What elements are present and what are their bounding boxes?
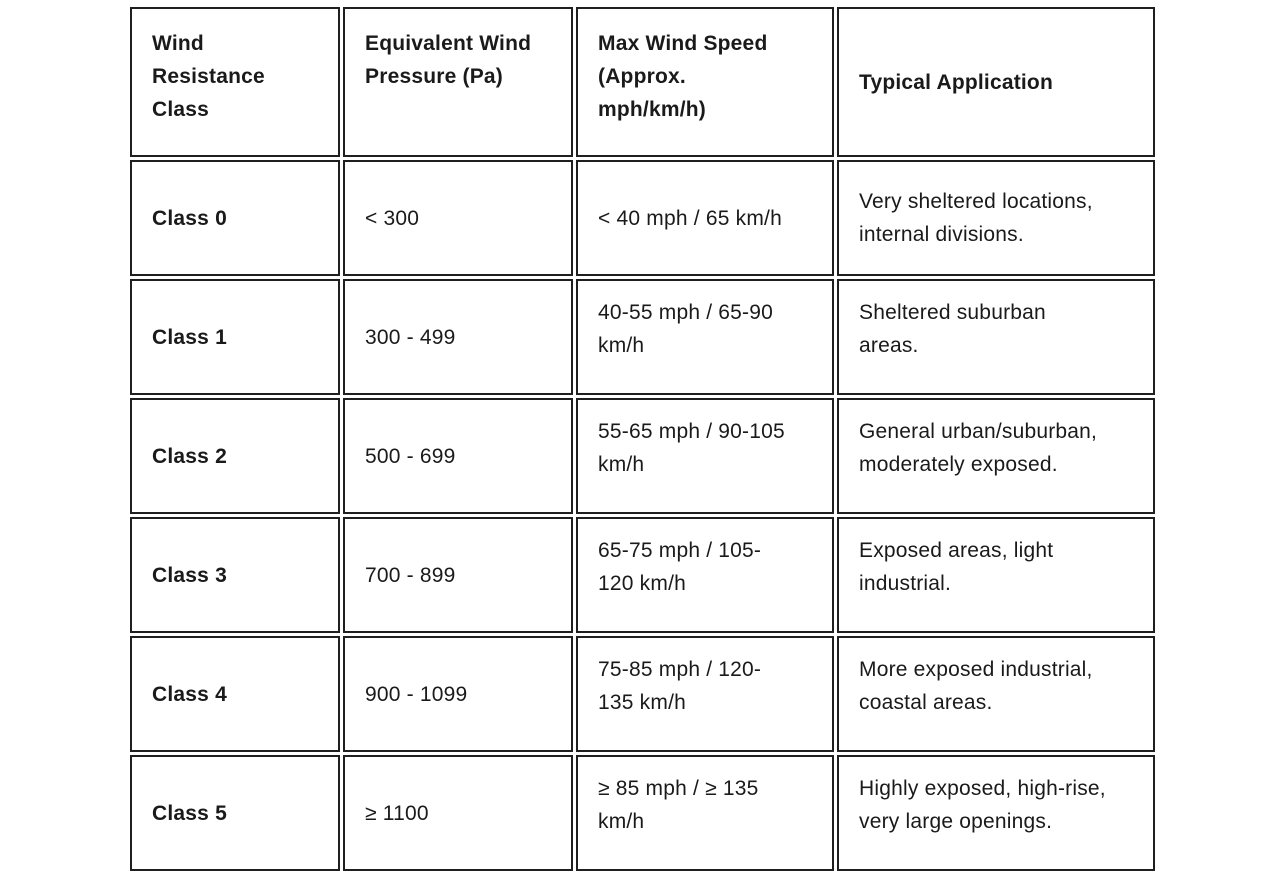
class-cell: Class 2 xyxy=(130,398,340,514)
class-cell: Class 5 xyxy=(130,755,340,871)
application-cell: Sheltered suburban areas. xyxy=(837,279,1155,395)
table-header-row: Wind Resistance Class Equivalent Wind Pr… xyxy=(130,7,1155,157)
pressure-cell: 700 - 899 xyxy=(343,517,573,633)
table-row: Class 0 < 300 < 40 mph / 65 km/h Very sh… xyxy=(130,160,1155,276)
wind-speed-cell: 40-55 mph / 65-90 km/h xyxy=(576,279,834,395)
class-cell: Class 1 xyxy=(130,279,340,395)
table-row: Class 3 700 - 899 65-75 mph / 105-120 km… xyxy=(130,517,1155,633)
wind-speed-cell: 75-85 mph / 120-135 km/h xyxy=(576,636,834,752)
pressure-cell: < 300 xyxy=(343,160,573,276)
wind-speed-cell: ≥ 85 mph / ≥ 135 km/h xyxy=(576,755,834,871)
table-row: Class 2 500 - 699 55-65 mph / 90-105 km/… xyxy=(130,398,1155,514)
pressure-cell: ≥ 1100 xyxy=(343,755,573,871)
table-row: Class 4 900 - 1099 75-85 mph / 120-135 k… xyxy=(130,636,1155,752)
wind-resistance-table: Wind Resistance Class Equivalent Wind Pr… xyxy=(127,4,1158,874)
pressure-cell: 300 - 499 xyxy=(343,279,573,395)
wind-speed-cell: < 40 mph / 65 km/h xyxy=(576,160,834,276)
pressure-cell: 500 - 699 xyxy=(343,398,573,514)
header-typical-application: Typical Application xyxy=(837,7,1155,157)
application-cell: Highly exposed, high-rise, very large op… xyxy=(837,755,1155,871)
application-cell: General urban/suburban, moderately expos… xyxy=(837,398,1155,514)
table-row: Class 1 300 - 499 40-55 mph / 65-90 km/h… xyxy=(130,279,1155,395)
header-max-wind-speed: Max Wind Speed (Approx. mph/km/h) xyxy=(576,7,834,157)
header-equivalent-wind-pressure: Equivalent Wind Pressure (Pa) xyxy=(343,7,573,157)
table-row: Class 5 ≥ 1100 ≥ 85 mph / ≥ 135 km/h Hig… xyxy=(130,755,1155,871)
class-cell: Class 0 xyxy=(130,160,340,276)
application-cell: Very sheltered locations, internal divis… xyxy=(837,160,1155,276)
wind-speed-cell: 55-65 mph / 90-105 km/h xyxy=(576,398,834,514)
application-cell: More exposed industrial, coastal areas. xyxy=(837,636,1155,752)
class-cell: Class 4 xyxy=(130,636,340,752)
wind-speed-cell: 65-75 mph / 105-120 km/h xyxy=(576,517,834,633)
application-cell: Exposed areas, light industrial. xyxy=(837,517,1155,633)
header-wind-resistance-class: Wind Resistance Class xyxy=(130,7,340,157)
pressure-cell: 900 - 1099 xyxy=(343,636,573,752)
class-cell: Class 3 xyxy=(130,517,340,633)
